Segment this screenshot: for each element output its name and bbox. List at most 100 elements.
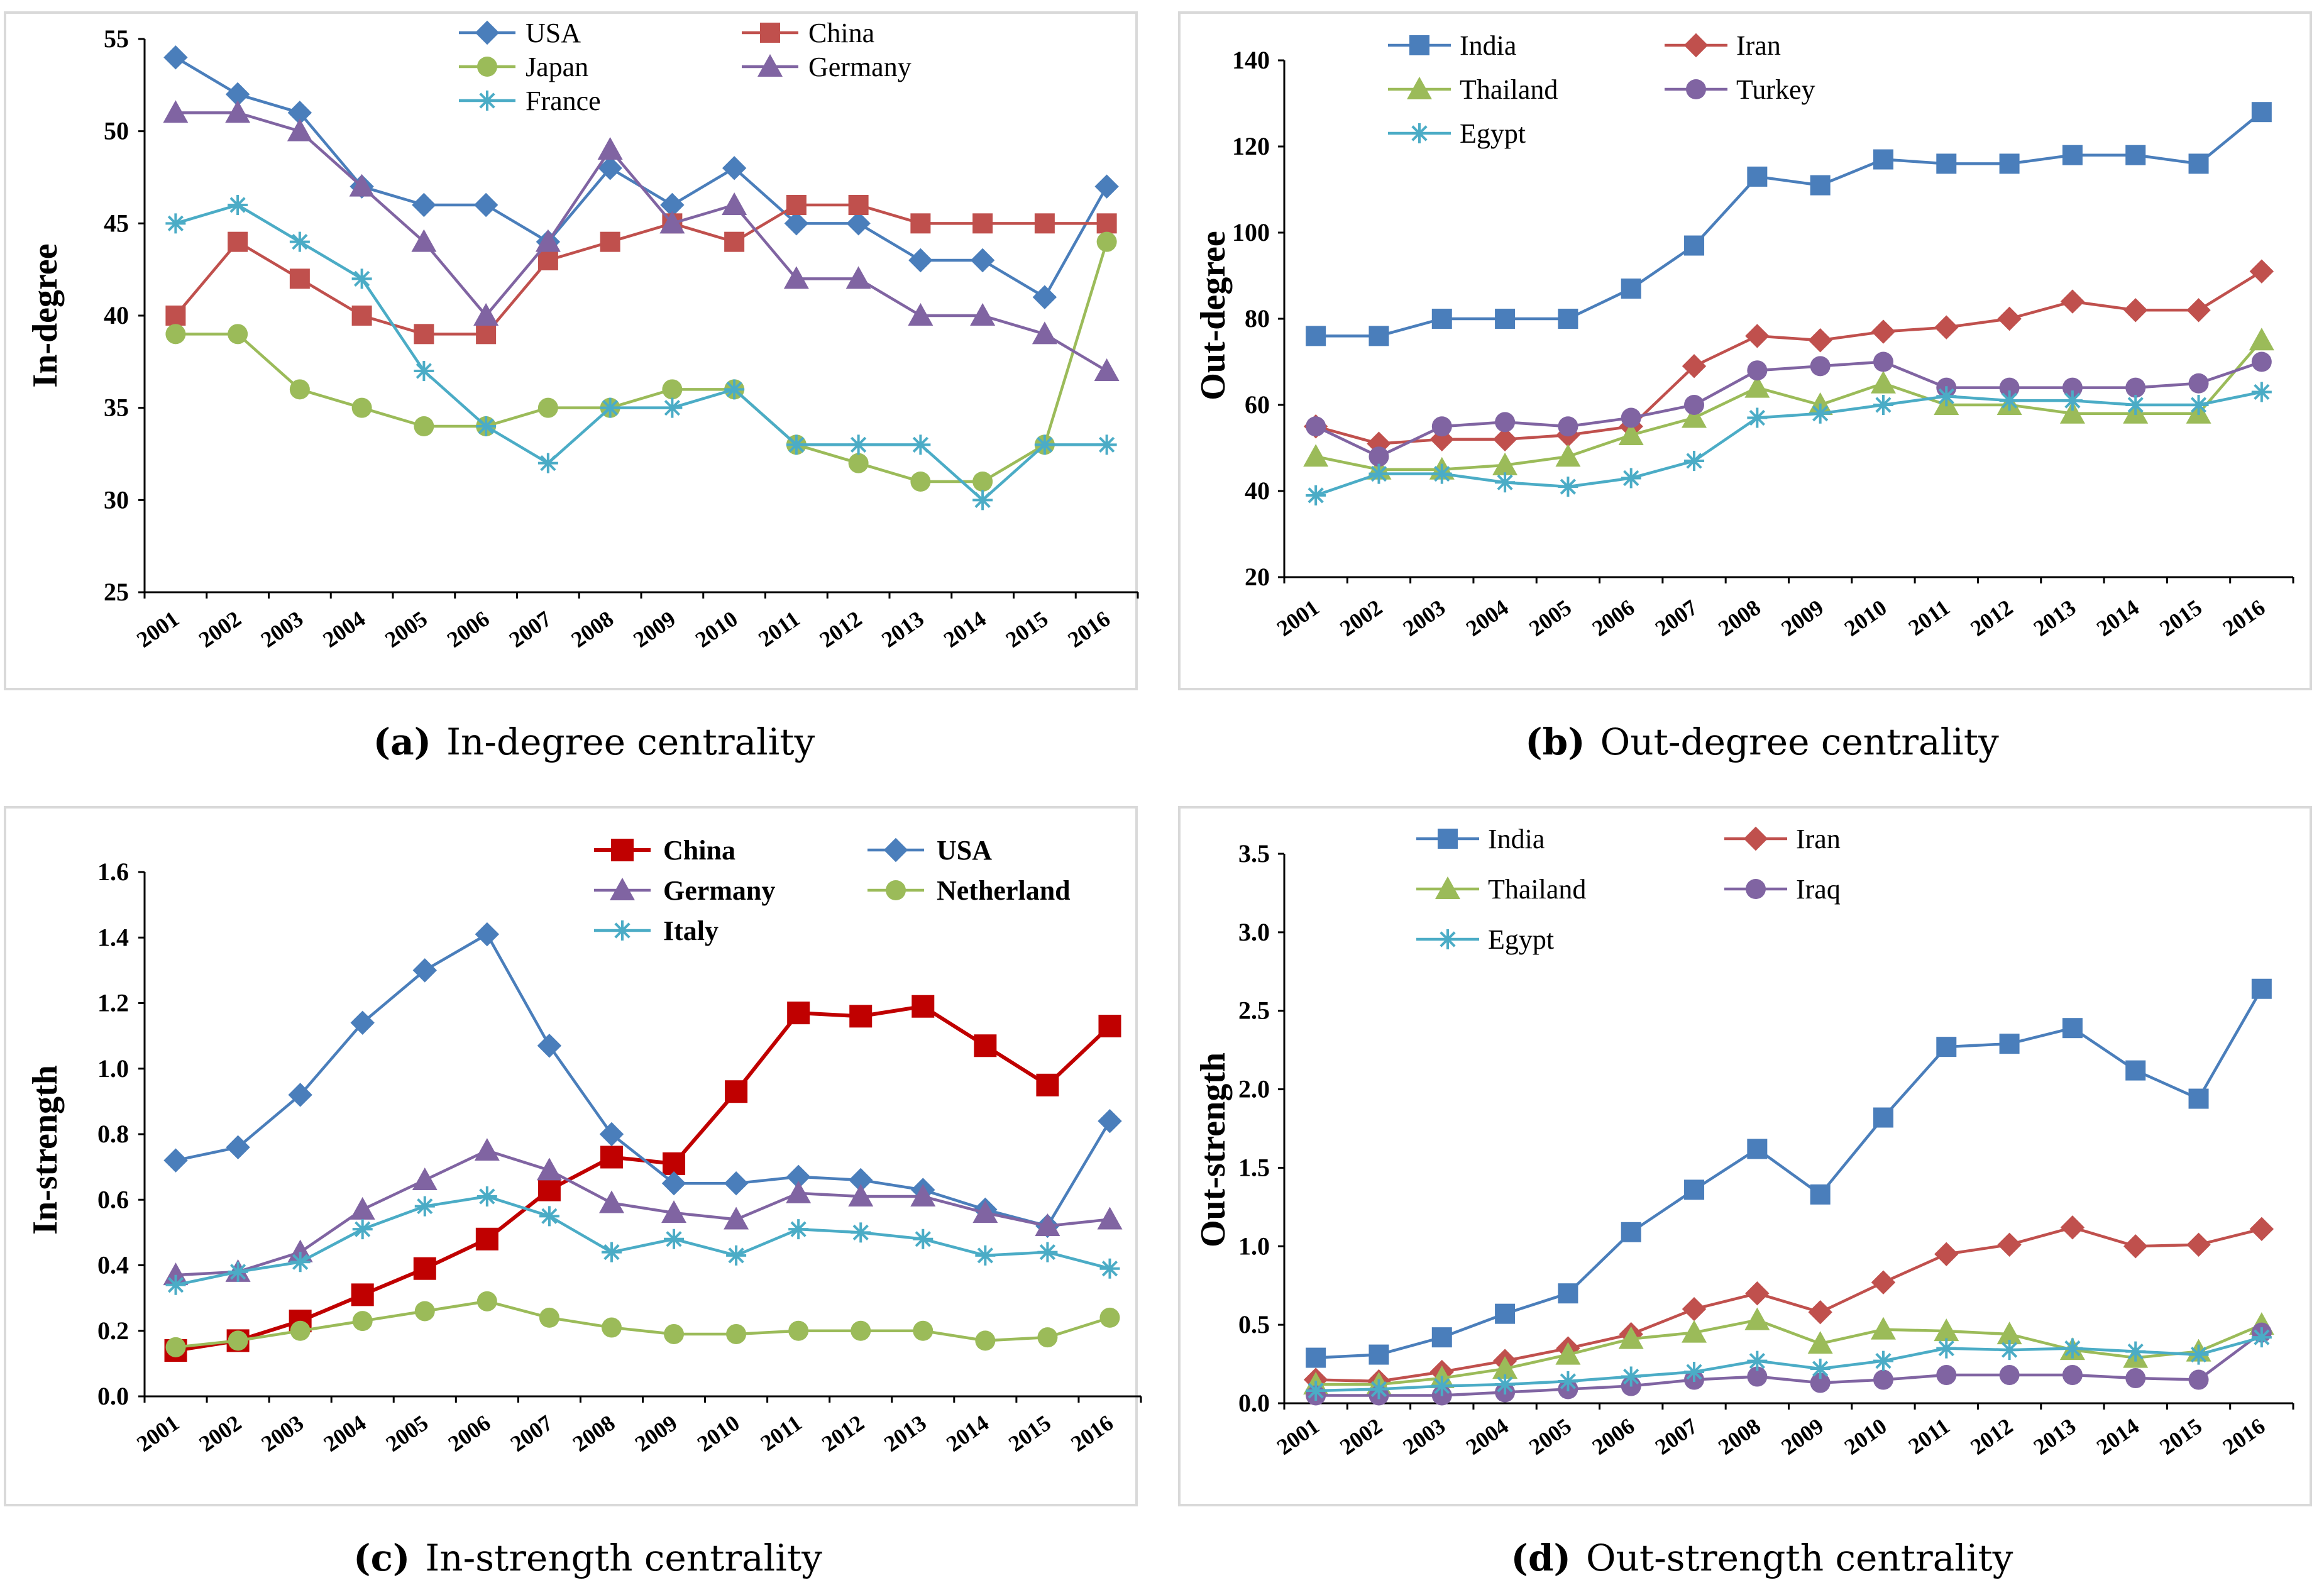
chart-d-point-egypt <box>1747 1350 1768 1371</box>
chart-a-line-japan <box>175 241 1108 483</box>
chart-d-point-iran <box>2060 1215 2085 1240</box>
chart-b-ytick-label: 100 <box>1232 218 1270 246</box>
chart-c-point-china <box>351 1283 374 1306</box>
chart-c-point-germany <box>724 1206 749 1230</box>
chart-a-point-usa <box>908 248 933 273</box>
chart-c-point-china <box>475 1227 498 1250</box>
chart-a-point-germany <box>411 229 437 252</box>
chart-a-point-japan <box>414 416 434 436</box>
chart-b-line-iran <box>1315 270 2263 445</box>
chart-d-point-iraq <box>2062 1365 2083 1386</box>
chart-a-point-germany <box>287 118 312 141</box>
chart-a-legend-label: USA <box>526 18 581 48</box>
chart-a-point-china <box>1034 213 1055 234</box>
chart-d-legend-item: Egypt <box>1416 924 1554 955</box>
chart-c-series-netherland <box>165 1291 1120 1357</box>
chart-d-point-india <box>1431 1327 1452 1348</box>
chart-d-ytick-label: 3.5 <box>1238 839 1270 868</box>
chart-c-point-usa <box>412 958 437 983</box>
chart-c-point-italy <box>1037 1242 1058 1262</box>
chart-d-point-iraq <box>1873 1369 1893 1390</box>
chart-c-ytick-label: 0.4 <box>97 1251 129 1279</box>
chart-d-point-india <box>1936 1037 1957 1057</box>
chart-d-point-egypt <box>2062 1338 2083 1359</box>
chart-b-caption-tag: (b) <box>1525 720 1585 763</box>
chart-a-ytick-label: 50 <box>104 117 129 145</box>
chart-d-point-egypt <box>1873 1350 1893 1371</box>
chart-c-point-italy <box>539 1206 559 1227</box>
chart-b-point-turkey <box>1684 395 1705 415</box>
chart-b-point-egypt <box>2125 395 2146 415</box>
chart-c-point-netherland <box>476 1291 497 1311</box>
chart-d-legend-label: Egypt <box>1488 924 1554 955</box>
chart-c-point-netherland <box>601 1317 622 1338</box>
chart-d-legend-swatch-marker <box>1438 929 1458 949</box>
chart-c-legend-swatch-marker <box>612 920 632 941</box>
panel-b: 20 40 60 80 100 120 140 2001 2002 2003 2004 2005 200… <box>1162 0 2323 795</box>
chart-c-legend-swatch-marker <box>610 878 635 900</box>
chart-a-point-china <box>414 324 434 345</box>
chart-c-point-usa <box>724 1171 749 1196</box>
chart-c-point-netherland <box>352 1311 373 1332</box>
chart-a-point-japan <box>289 379 310 400</box>
chart-d-point-iran <box>1808 1300 1832 1325</box>
chart-d-point-thailand <box>1618 1326 1644 1349</box>
chart-b-point-india <box>1369 326 1389 346</box>
chart-b-point-india <box>1936 153 1957 174</box>
chart-d-legend-item: Thailand <box>1416 874 1586 905</box>
chart-d-series-india <box>1306 978 2272 1368</box>
chart-c-point-netherland <box>414 1301 435 1322</box>
chart-b-legend-item: India <box>1388 30 1516 61</box>
chart-c-legend-item: Italy <box>594 915 719 946</box>
chart-a-ytick-label: 30 <box>104 485 129 514</box>
chart-c-point-netherland <box>975 1330 996 1351</box>
chart-a-point-france <box>848 434 869 455</box>
chart-d-caption-tag: (d) <box>1511 1537 1571 1579</box>
chart-d-point-india <box>1873 1107 1893 1128</box>
chart-c-caption: (c) In-strength centrality <box>353 1537 822 1579</box>
chart-a-legend: USA China Japan Germany France <box>459 18 911 116</box>
chart-a-point-france <box>289 231 310 252</box>
chart-c-caption-text: In-strength centrality <box>425 1537 822 1579</box>
chart-b-point-thailand <box>1618 422 1644 445</box>
chart-a-point-germany <box>163 100 189 123</box>
chart-b-point-thailand <box>1870 370 1896 394</box>
chart-a-point-china <box>724 231 745 252</box>
chart-d-point-india <box>1621 1222 1641 1242</box>
chart-b-point-egypt <box>1810 403 1831 424</box>
chart-c-point-netherland <box>913 1320 933 1341</box>
chart-c-series-italy <box>165 1186 1120 1295</box>
chart-b-series-turkey <box>1306 351 2272 467</box>
chart-c-ytick-label: 1.2 <box>97 989 129 1017</box>
chart-b-point-india <box>2125 145 2146 165</box>
chart-b-point-india <box>1621 279 1641 299</box>
chart-b-point-india <box>1999 153 2020 174</box>
chart-c-point-germany <box>474 1138 500 1161</box>
chart-b-point-thailand <box>1555 444 1581 467</box>
chart-a-point-germany <box>225 100 251 123</box>
chart-a-point-china <box>165 306 186 326</box>
chart-d-point-egypt <box>1684 1362 1705 1383</box>
chart-c-point-usa <box>849 1168 873 1193</box>
chart-b-point-egypt <box>1495 472 1516 493</box>
chart-a-legend-item: France <box>459 86 601 116</box>
chart-b-point-thailand <box>1492 452 1518 475</box>
chart-d-point-india <box>1306 1347 1326 1368</box>
chart-c-line-usa <box>175 932 1111 1228</box>
chart-a-point-china <box>972 213 993 234</box>
chart-b-point-egypt <box>1999 390 2020 411</box>
chart-b-point-turkey <box>2125 377 2146 398</box>
chart-d-point-iran <box>1934 1242 1959 1266</box>
panel-c: 0.0 0.2 0.4 0.6 0.8 1.0 1.2 1.4 1.6 2001 2002 2003 2… <box>0 795 1162 1589</box>
chart-c-ytick-label: 0.0 <box>97 1382 129 1410</box>
chart-d-point-thailand <box>1996 1322 2022 1345</box>
chart-b-point-egypt <box>1306 485 1326 505</box>
chart-c-ytick-label: 0.2 <box>97 1317 129 1345</box>
chart-a-point-japan <box>537 397 558 418</box>
chart-a-point-china <box>351 306 372 326</box>
chart-c-point-usa <box>599 1122 624 1147</box>
chart-b-point-egypt <box>2062 390 2083 411</box>
chart-a-point-germany <box>845 266 871 289</box>
chart-c-ytick-label: 1.0 <box>97 1054 129 1083</box>
